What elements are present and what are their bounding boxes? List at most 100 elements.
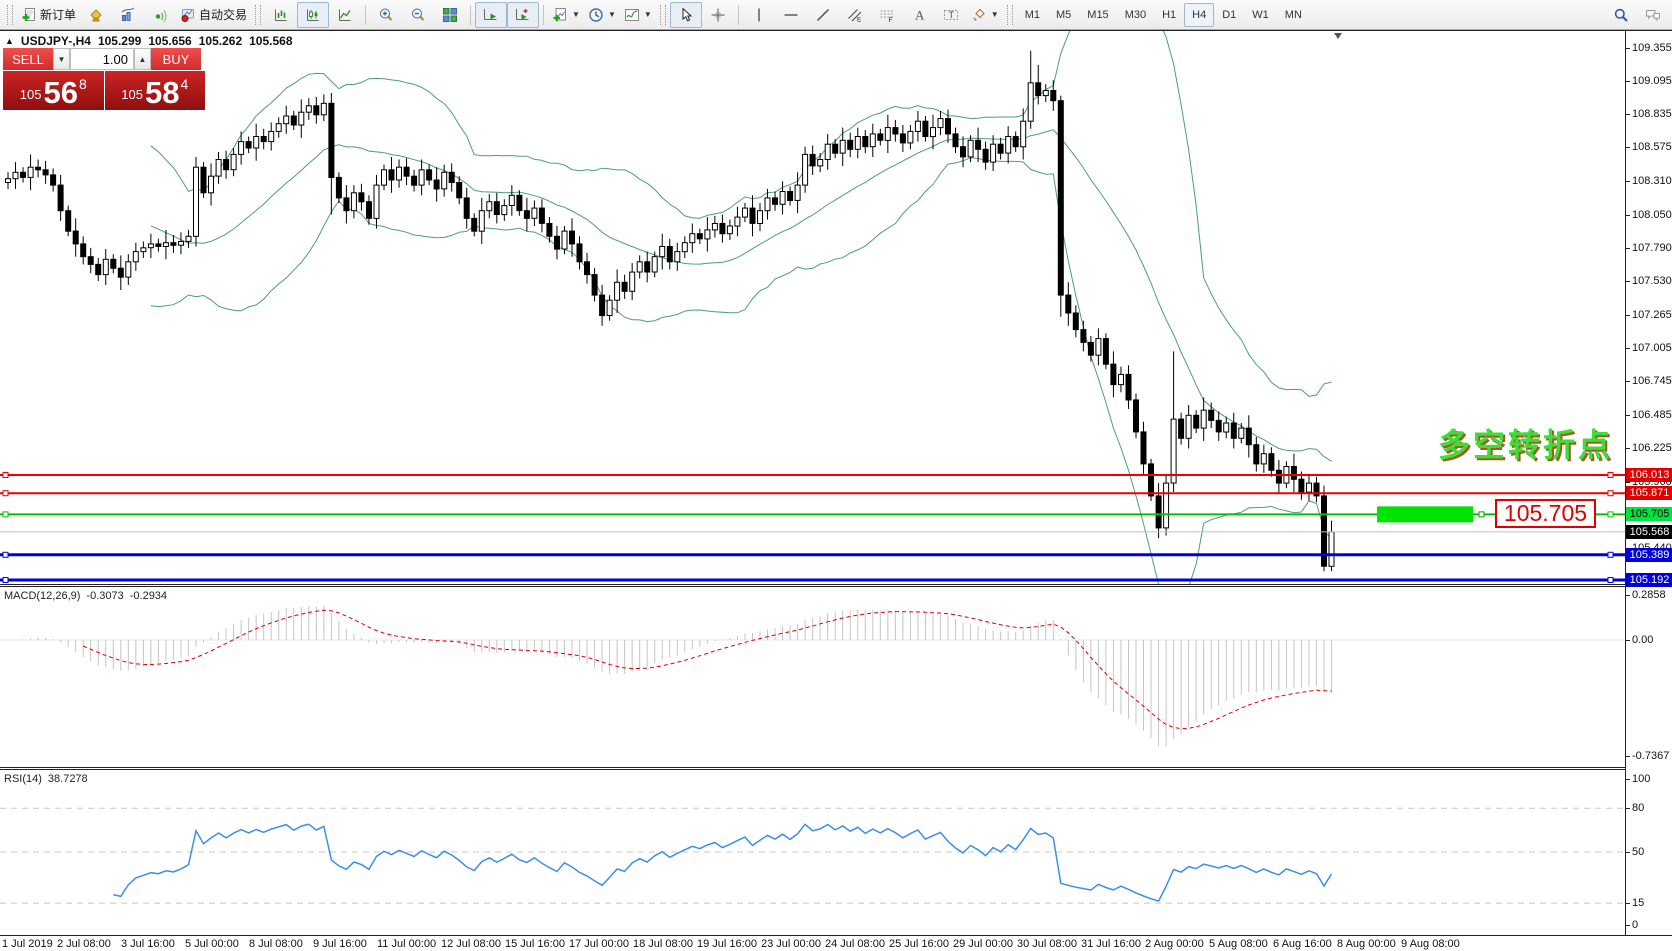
volume-decrease-button[interactable]: ▼ [53,48,70,70]
time-axis[interactable]: 1 Jul 2019 2 Jul 08:00 3 Jul 16:00 5 Jul 00… [0,935,1672,951]
line-handle[interactable] [1607,490,1614,497]
horizontal-lines[interactable] [0,472,1625,583]
clock-button[interactable]: ▼ [584,2,620,28]
sell-button[interactable]: SELL [3,48,53,70]
autotrade-button[interactable]: 自动交易 [176,2,251,28]
new-order-button[interactable]: 新订单 [17,2,80,28]
vline-button[interactable] [743,2,775,28]
line-handle[interactable] [1607,472,1614,478]
rsi-line [113,823,1333,903]
pane-divider-rsi[interactable] [0,767,1672,770]
timeframe-m1-button[interactable]: M1 [1024,8,1040,21]
macd-label: MACD(12,26,9) -0.3073 -0.2934 [4,590,167,602]
time-axis-label: 17 Jul 00:00 [569,938,629,950]
chevron-down-icon: ▼ [643,10,652,19]
signal-button[interactable] [144,2,176,28]
axis-tick [1626,348,1630,350]
time-axis-label: 30 Jul 08:00 [1017,938,1077,950]
line-handle[interactable] [1607,551,1614,558]
macd-signal-line [83,609,1332,730]
buy-button[interactable]: BUY [151,48,201,70]
channel-button[interactable]: E [839,2,871,28]
line-handle[interactable] [2,511,9,518]
bollinger-bands [150,31,1332,585]
line-handle[interactable] [2,472,9,478]
cursor-button[interactable] [669,1,702,28]
price-annotation-box[interactable]: 105.705 [1495,499,1596,528]
price-badge-105.568: 105.568 [1626,524,1672,539]
price-tick-label: 108.835 [1632,108,1672,121]
crosshair-button[interactable] [702,2,734,28]
line-handle[interactable] [2,551,9,558]
bar-chart-button[interactable] [265,2,297,28]
timeframe-d1-button[interactable]: D1 [1222,8,1237,21]
rsi-pane[interactable] [0,771,1625,935]
line-handle[interactable] [2,577,9,583]
level-highlight-bar[interactable] [1377,506,1473,523]
hline-button[interactable] [775,2,807,28]
label-button[interactable]: T [935,2,967,28]
svg-text:F: F [888,17,892,23]
line-handle[interactable] [1607,577,1614,583]
timeframe-m15-button[interactable]: M15 [1087,8,1109,21]
chart-text-annotation[interactable]: 多空转折点 [1438,427,1614,463]
chart-ohlc-header: ▲ USDJPY-,H4 105.299 105.656 105.262 105… [5,34,293,48]
new-chart-button[interactable]: ▼ [548,2,584,28]
timeframe-m5-button[interactable]: M5 [1056,8,1072,21]
price-axis[interactable]: 109.355 109.095 108.835 108.575 108.310 108.0… [1625,31,1672,935]
candlestick-icon [305,7,321,23]
axis-tick [1626,808,1630,810]
sell-price-tile[interactable]: 105 56 8 [3,71,104,110]
time-axis-label: 23 Jul 00:00 [761,938,821,950]
svg-text:A: A [915,7,925,22]
main-chart-pane[interactable] [0,31,1625,585]
line-handle[interactable] [1478,511,1485,518]
toolbar-drag-handle[interactable] [659,4,666,25]
toolbar-drag-handle[interactable] [7,4,13,25]
price-badge-105.871: 105.871 [1626,486,1672,501]
toolbar-drag-handle[interactable] [255,4,262,25]
shapes-button[interactable]: ▼ [967,2,1003,28]
time-axis-label: 6 Aug 16:00 [1273,938,1332,950]
indicators-button[interactable]: ▼ [620,2,656,28]
line-handle[interactable] [1607,511,1614,518]
chat-button[interactable] [1637,2,1669,28]
text-button[interactable]: A [903,2,935,28]
timeframe-h1-button[interactable]: H1 [1162,8,1177,21]
tile-windows-button[interactable] [434,2,466,28]
line-chart-button[interactable] [329,2,361,28]
sell-price-big: 56 [43,75,78,110]
pane-divider-macd[interactable] [0,584,1672,587]
lamp-button[interactable] [80,2,112,28]
axis-tick [1626,481,1630,483]
auto-scroll-button[interactable] [475,1,508,28]
hline-icon [783,7,799,23]
price-badge-105.192: 105.192 [1626,573,1672,587]
time-axis-label: 9 Aug 08:00 [1401,938,1460,950]
timeframe-m30-button[interactable]: M30 [1124,8,1147,21]
volume-input[interactable] [70,48,134,70]
zoom-out-button[interactable] [402,2,434,28]
timeframe-h4-button[interactable]: H4 [1184,2,1215,27]
collapse-panel-icon[interactable]: ▲ [5,36,14,46]
chart-shift-button[interactable] [507,1,540,28]
timeframe-mn-button[interactable]: MN [1284,8,1302,21]
macd-scale-label: -0.7367 [1632,750,1670,763]
fibo-button[interactable]: F [871,2,903,28]
line-handle[interactable] [2,490,9,497]
new-order-icon [21,7,37,23]
zoom-in-button[interactable] [370,2,402,28]
time-axis-label: 5 Jul 00:00 [185,938,239,950]
trendline-button[interactable] [807,2,839,28]
signal-icon [152,7,168,23]
timeframe-w1-button[interactable]: W1 [1252,8,1269,21]
toolbar-drag-handle[interactable] [1006,4,1013,25]
candlestick-button[interactable] [297,1,330,28]
profiles-button[interactable] [112,2,144,28]
lamp-icon [88,7,104,23]
volume-increase-button[interactable]: ▲ [134,48,151,70]
buy-price-tile[interactable]: 105 58 4 [104,71,205,110]
chart-shift-marker[interactable] [1334,33,1342,39]
macd-pane[interactable] [0,589,1625,765]
search-button[interactable] [1605,2,1637,28]
